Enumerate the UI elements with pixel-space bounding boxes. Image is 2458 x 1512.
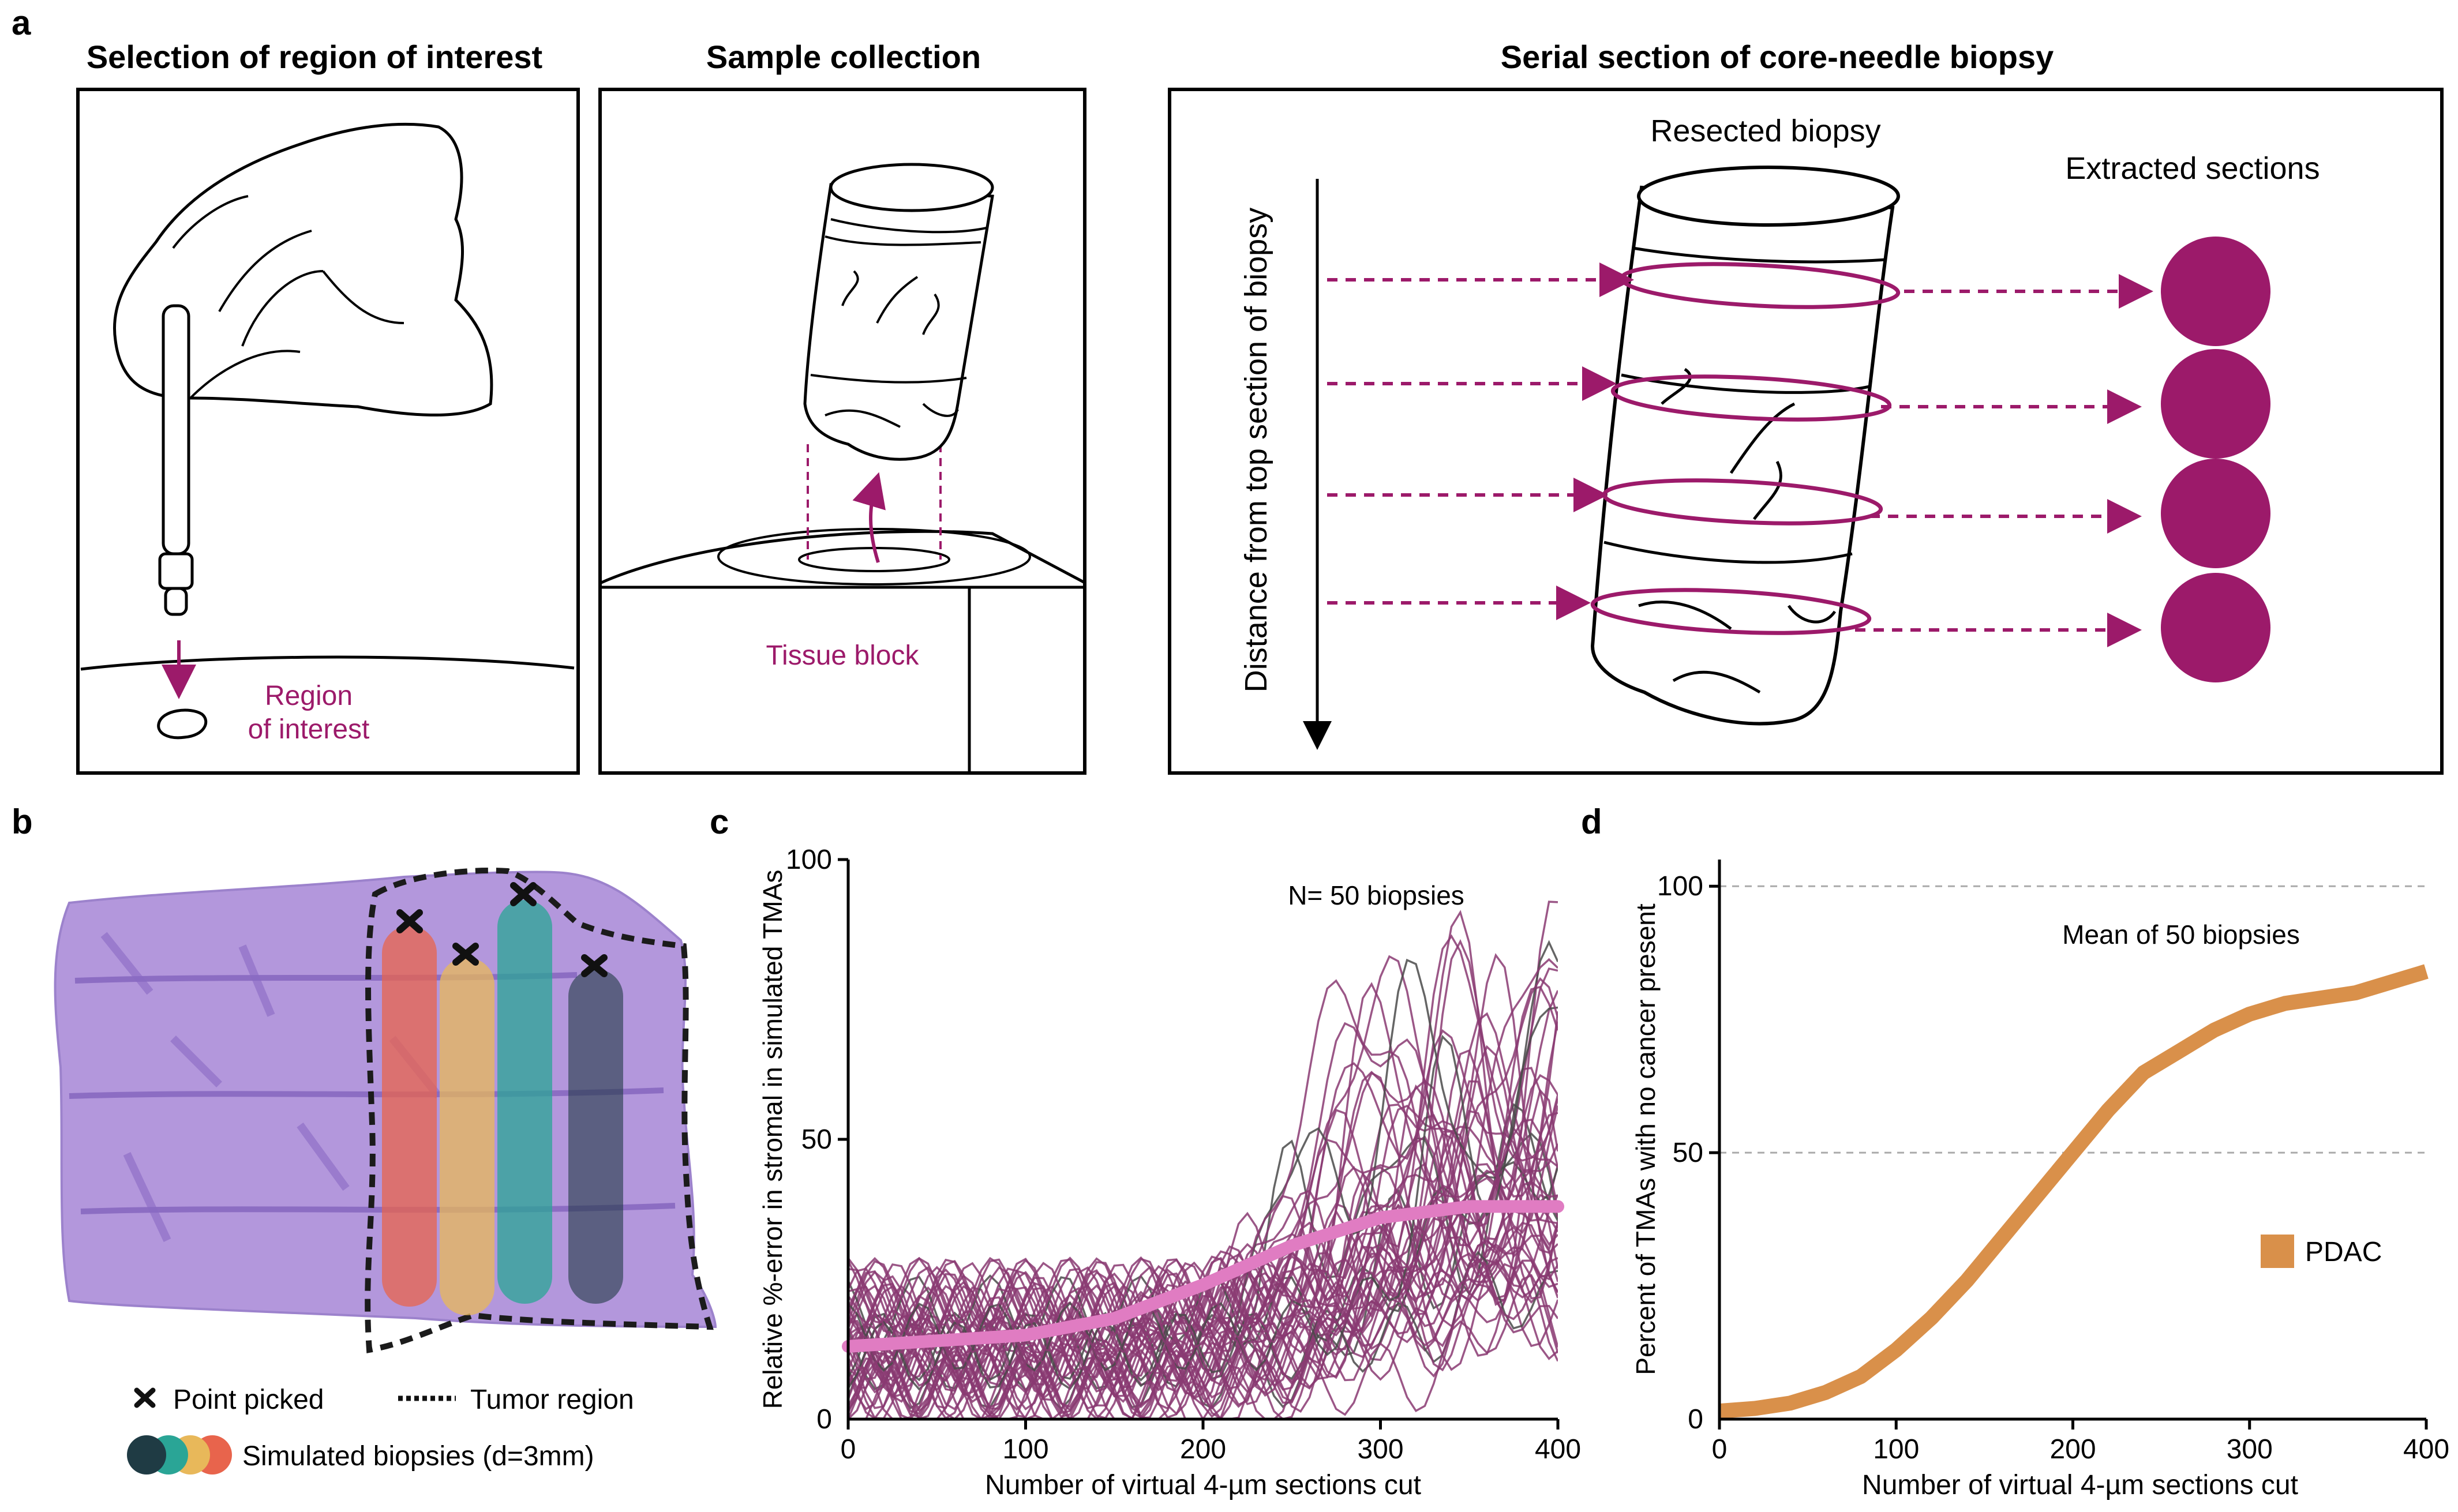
chart-c-trace [848,1021,1558,1388]
chart-c-xlabel: Number of virtual 4-µm sections cut [985,1470,1421,1500]
tissue-volume [54,868,717,1353]
y-tick-label: 0 [816,1404,832,1435]
extracted-section-disc [2161,237,2270,346]
x-tick-label: 0 [841,1434,856,1465]
panel-a-title-serial: Serial section of core-needle biopsy [1501,39,2054,75]
biopsy-swatch-dark [127,1435,166,1475]
chart-d-ticks: 0 100 200 300 400 0 50 100 [1657,871,2449,1465]
simulated-biopsy-yellow [440,958,494,1315]
panel-letter-d: d [1581,802,1602,841]
chart-d-legend-label: PDAC [2305,1237,2382,1267]
x-tick-label: 100 [1002,1434,1048,1465]
chart-d-legend-swatch [2261,1235,2294,1268]
roi-illustration: Region of interest [76,88,580,775]
extracted-sections-label: Extracted sections [2065,151,2320,186]
x-tick-label: 400 [1535,1434,1581,1465]
x-tick-label: 200 [2049,1434,2096,1465]
chart-c-ylabel: Relative %-error in stromal in simulated… [758,870,788,1409]
y-tick-label: 50 [1673,1138,1703,1168]
point-picked-markers [396,882,608,977]
panel-a-title-roi: Selection of region of interest [87,39,542,75]
tumor-region-outline [365,868,714,1353]
collection-illustration: Tissue block [598,88,1086,775]
y-tick-label: 100 [1657,871,1703,902]
x-tick-label: 0 [1712,1434,1728,1465]
section-arrows-out [1855,274,2153,647]
point-picked-icon [134,1387,156,1408]
x-tick-label: 100 [1873,1434,1919,1465]
legend-simulated-biopsies: Simulated biopsies (d=3mm) [242,1441,594,1472]
depth-axis-label: Distance from top section of biopsy [1239,208,1273,692]
serial-section-illustration: Resected biopsy Extracted sections Dista… [1168,88,2444,775]
roi-blob [157,708,208,740]
chart-c-traces [848,901,1558,1419]
simulated-biopsy-red [382,926,437,1307]
chart-c-annotation: N= 50 biopsies [1288,880,1464,910]
x-tick-label: 200 [1180,1434,1226,1465]
chart-d-annotation: Mean of 50 biopsies [2062,920,2300,950]
panel-b-legend: Point picked Tumor region Simulated biop… [127,1385,634,1475]
chart-c-trace [848,1205,1558,1419]
extracted-section-disc [2161,349,2270,459]
chart-d-xlabel: Number of virtual 4-µm sections cut [1862,1470,2298,1500]
chart-c-trace [848,979,1558,1412]
y-tick-label: 100 [786,845,832,875]
extracted-section-disc [2161,459,2270,568]
roi-label-line1: Region [265,681,353,711]
section-arrows-in [1327,262,1634,620]
core-sample [803,183,994,461]
y-tick-label: 0 [1688,1404,1703,1435]
chart-c-mean-line [842,1200,1564,1353]
resected-biopsy-label: Resected biopsy [1650,114,1880,148]
simulated-biopsy-dark [568,969,623,1304]
chart-c-trace [848,1084,1558,1419]
chart-c-trace [848,1195,1558,1327]
chart-c-trace [848,1274,1558,1419]
x-tick-label: 400 [2403,1434,2449,1465]
chart-c-ticks: 0 100 200 300 400 0 50 100 [786,845,1581,1465]
extracted-section-disc [2161,573,2270,682]
chart-d-pdac-line [1719,964,2429,1419]
x-tick-label: 300 [2227,1434,2273,1465]
panel-letter-c: c [710,802,729,841]
chart-c-trace [848,977,1558,1341]
chart-c-trace [848,1022,1558,1379]
panel-a-title-collection: Sample collection [706,39,981,75]
chart-c-trace [848,1180,1558,1336]
legend-point-picked: Point picked [173,1385,324,1415]
chart-c-trace [848,939,1558,1400]
chart-d-ylabel: Percent of TMAs with no cancer present [1631,903,1661,1375]
x-tick-label: 300 [1357,1434,1403,1465]
chart-c: 0 100 200 300 400 0 50 100 N= 50 biopsies Numbe… [758,845,1581,1500]
y-tick-label: 50 [801,1124,832,1155]
panel-letter-b: b [12,802,33,841]
roi-label-line2: of interest [248,714,370,745]
panel-letter-a: a [12,3,31,42]
legend-tumor-region: Tumor region [470,1385,634,1415]
chart-c-trace [848,958,1558,1332]
chart-c-trace [848,1257,1558,1355]
tissue-block-label: Tissue block [766,640,920,671]
simulated-biopsy-teal [497,900,552,1304]
chart-d-gridlines [1719,885,2426,1154]
hand-drawing [113,122,493,417]
